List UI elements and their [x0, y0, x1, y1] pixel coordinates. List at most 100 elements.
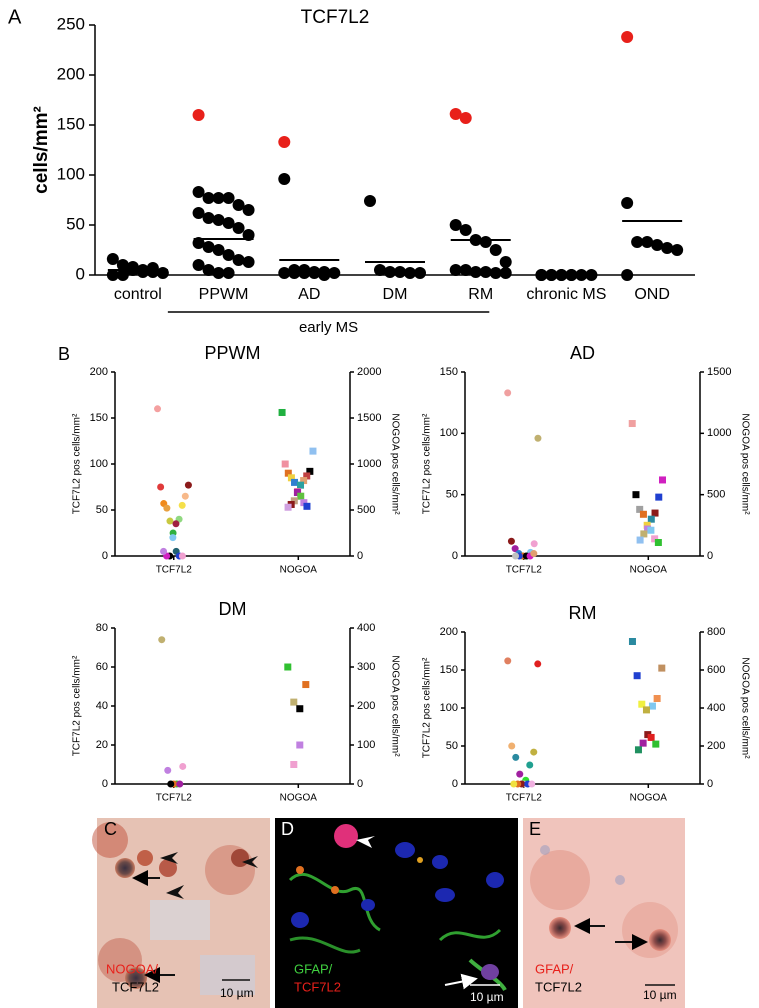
data-point: [284, 663, 292, 671]
data-point: [449, 264, 462, 276]
data-point: [308, 267, 321, 279]
y-tick-label: 150: [57, 114, 85, 133]
data-point: [296, 705, 304, 713]
x-tick-label: control: [114, 286, 162, 303]
stain-label: GFAP/: [535, 961, 574, 976]
data-point: [459, 224, 472, 236]
y2-tick-label: 200: [357, 700, 375, 712]
data-point: [647, 733, 655, 741]
data-point: [288, 267, 301, 279]
x-tick-label: NOGOA: [280, 565, 318, 576]
data-point: [647, 515, 655, 523]
data-point: [278, 173, 291, 185]
y2-tick-label: 1500: [707, 366, 731, 378]
data-point: [309, 447, 317, 455]
y-axis-label: TCF7L2 pos cells/mm²: [72, 655, 83, 756]
data-point: [651, 535, 659, 543]
image-label: C: [104, 819, 117, 839]
data-point: [163, 504, 171, 512]
data-point: [166, 517, 174, 525]
data-point: [192, 109, 205, 121]
image-e: [523, 818, 685, 1008]
data-point: [394, 266, 406, 278]
y-axis-label: TCF7L2 pos cells/mm²: [422, 657, 433, 758]
data-point: [516, 770, 524, 778]
data-point: [642, 706, 650, 714]
y-tick-label: 80: [96, 622, 108, 634]
data-point: [459, 112, 472, 124]
y2-tick-label: 0: [357, 778, 363, 790]
data-point: [154, 405, 162, 413]
y2-tick-label: 100: [357, 739, 375, 751]
data-point: [638, 700, 646, 708]
data-point: [290, 761, 298, 768]
data-point: [534, 434, 542, 442]
y2-tick-label: 1500: [357, 412, 381, 424]
data-point: [297, 492, 305, 500]
data-point: [232, 222, 245, 234]
x-tick-label: NOGOA: [630, 793, 668, 804]
data-point: [528, 780, 536, 788]
y2-axis-label: NOGOA pos cells/mm²: [739, 657, 750, 759]
data-point: [628, 638, 636, 645]
y-tick-label: 0: [102, 778, 108, 790]
data-point: [469, 266, 482, 278]
data-point: [384, 266, 396, 278]
x-tick-label: RM: [468, 286, 493, 303]
data-point: [158, 636, 166, 644]
data-point: [634, 746, 642, 754]
y-tick-label: 150: [440, 664, 458, 676]
data-point: [284, 469, 292, 477]
data-point: [296, 741, 304, 749]
data-point: [306, 467, 314, 475]
data-point: [499, 256, 512, 268]
data-point: [512, 753, 520, 761]
data-point: [508, 742, 516, 750]
data-point: [300, 499, 308, 507]
y-tick-label: 100: [440, 427, 458, 439]
data-point: [628, 420, 636, 428]
y-tick-label: 200: [440, 626, 458, 638]
data-point: [651, 239, 664, 251]
data-point: [636, 536, 644, 544]
data-point: [648, 702, 656, 710]
data-point: [511, 545, 519, 553]
y-tick-label: 0: [76, 264, 85, 283]
data-point: [302, 681, 310, 689]
x-tick-label: NOGOA: [630, 565, 668, 576]
data-point: [157, 483, 165, 491]
data-point: [212, 244, 225, 256]
data-point: [169, 534, 177, 542]
data-point: [621, 269, 634, 281]
data-point: [504, 389, 512, 397]
stain-label: TCF7L2: [112, 979, 159, 994]
data-point: [510, 780, 518, 788]
data-point: [181, 492, 189, 500]
y2-tick-label: 0: [357, 550, 363, 562]
y2-tick-label: 0: [707, 778, 713, 790]
data-point: [222, 192, 235, 204]
data-point: [290, 497, 298, 505]
x-tick-label: TCF7L2: [156, 793, 193, 804]
y2-tick-label: 1000: [707, 427, 731, 439]
data-point: [278, 267, 291, 279]
data-point: [242, 256, 255, 268]
data-point: [641, 236, 654, 248]
data-point: [202, 241, 215, 253]
x-tick-label: TCF7L2: [156, 565, 193, 576]
chart-title: RM: [569, 603, 597, 623]
image-label: E: [529, 819, 541, 839]
y-tick-label: 20: [96, 739, 108, 751]
y-tick-label: 50: [96, 504, 108, 516]
y-tick-label: 50: [446, 489, 458, 501]
y-axis-label: TCF7L2 pos cells/mm²: [72, 413, 83, 514]
y2-axis-label: NOGOA pos cells/mm²: [389, 655, 400, 757]
data-point: [297, 481, 305, 489]
panel-label: B: [58, 344, 70, 364]
chart-title: PPWM: [205, 343, 261, 363]
data-point: [633, 672, 641, 680]
x-tick-label: DM: [383, 286, 408, 303]
y-tick-label: 100: [57, 164, 85, 183]
data-point: [222, 267, 235, 279]
